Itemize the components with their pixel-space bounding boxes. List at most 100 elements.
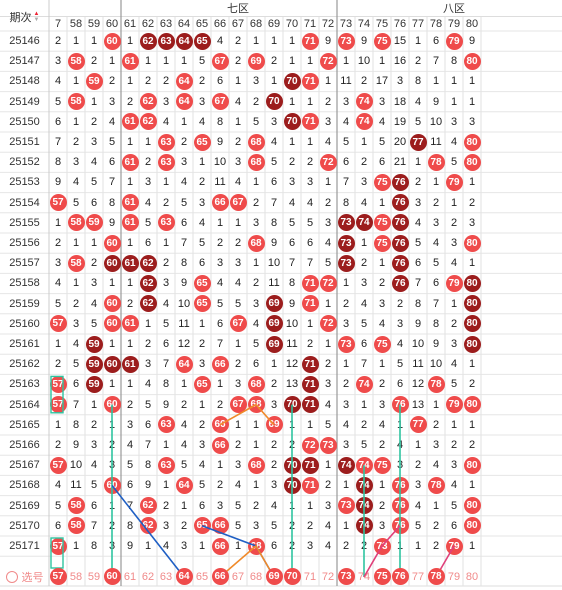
select-ball-78[interactable]: 78: [427, 568, 445, 585]
column-header-76: 76: [393, 18, 407, 30]
select-ball-69[interactable]: 69: [265, 568, 283, 585]
issue-number: 25152: [9, 156, 40, 169]
miss-count: 4: [198, 459, 206, 472]
miss-count: 1: [126, 136, 134, 149]
miss-count: 2: [234, 35, 242, 48]
number-ball: 61: [121, 214, 139, 232]
select-ball-70[interactable]: 70: [283, 568, 301, 585]
select-ball-76[interactable]: 76: [391, 568, 409, 585]
select-ball-75[interactable]: 75: [373, 568, 391, 585]
miss-count: 2: [324, 479, 332, 492]
miss-count: 5: [378, 136, 386, 149]
number-ball: 69: [265, 335, 283, 353]
select-number-77[interactable]: 77: [411, 571, 425, 583]
select-ball-64[interactable]: 64: [175, 568, 193, 585]
select-number-74[interactable]: 74: [357, 571, 371, 583]
select-number-68[interactable]: 68: [249, 571, 263, 583]
miss-count: 8: [450, 55, 458, 68]
miss-count: 2: [54, 439, 62, 452]
miss-count: 2: [270, 378, 278, 391]
number-ball: 67: [229, 315, 247, 333]
miss-count: 1: [234, 75, 242, 88]
miss-count: 1: [216, 216, 224, 229]
miss-count: 11: [340, 75, 352, 88]
miss-count: 1: [90, 237, 98, 250]
miss-count: 4: [54, 277, 62, 290]
miss-count: 2: [234, 55, 242, 68]
miss-count: 1: [252, 418, 260, 431]
number-ball: 71: [301, 32, 319, 50]
select-number-79[interactable]: 79: [447, 571, 461, 583]
number-ball: 69: [265, 416, 283, 434]
select-number-72[interactable]: 72: [321, 571, 335, 583]
select-ball-57[interactable]: 57: [49, 568, 67, 585]
select-number-71[interactable]: 71: [303, 571, 317, 583]
number-ball: 68: [247, 537, 265, 555]
select-ball-66[interactable]: 66: [211, 568, 229, 585]
miss-count: 2: [54, 358, 62, 371]
select-number-61[interactable]: 61: [123, 571, 137, 583]
miss-count: 2: [360, 418, 368, 431]
miss-count: 10: [411, 338, 425, 351]
miss-count: 1: [72, 75, 80, 88]
miss-count: 5: [198, 479, 206, 492]
column-header-78: 78: [429, 18, 443, 30]
select-number-80[interactable]: 80: [465, 571, 479, 583]
miss-count: 2: [162, 75, 170, 88]
select-ball-60[interactable]: 60: [103, 568, 121, 585]
column-header-61: 61: [123, 18, 137, 30]
miss-count: 10: [357, 55, 371, 68]
miss-count: 6: [378, 156, 386, 169]
miss-count: 4: [342, 115, 350, 128]
miss-count: 4: [450, 358, 458, 371]
miss-count: 3: [162, 277, 170, 290]
number-ball: 65: [193, 376, 211, 393]
miss-count: 21: [393, 156, 407, 169]
number-ball: 68: [247, 456, 265, 474]
miss-count: 2: [144, 338, 152, 351]
select-ball-73[interactable]: 73: [337, 568, 355, 585]
miss-count: 5: [54, 95, 62, 108]
miss-count: 3: [468, 115, 476, 128]
miss-count: 1: [162, 237, 170, 250]
miss-count: 12: [411, 378, 425, 391]
miss-count: 5: [198, 55, 206, 68]
select-number-59[interactable]: 59: [87, 571, 101, 583]
select-number-67[interactable]: 67: [231, 571, 245, 583]
miss-count: 2: [306, 519, 314, 532]
miss-count: 1: [234, 338, 242, 351]
number-ball: 78: [427, 153, 445, 171]
zone-8-header: 八区: [443, 3, 465, 15]
select-number-65[interactable]: 65: [195, 571, 209, 583]
select-row-header[interactable]: 选号: [0, 568, 49, 586]
miss-count: 1: [144, 136, 152, 149]
miss-count: 3: [108, 459, 116, 472]
number-ball: 61: [121, 254, 139, 272]
number-ball: 67: [211, 52, 229, 70]
miss-count: 6: [54, 115, 62, 128]
period-label: 期次: [9, 12, 32, 24]
number-ball: 60: [103, 32, 121, 50]
number-ball: 76: [391, 194, 409, 212]
miss-count: 11: [430, 136, 442, 149]
number-ball: 57: [49, 456, 67, 474]
miss-count: 2: [54, 35, 62, 48]
miss-count: 6: [288, 237, 296, 250]
miss-count: 3: [234, 378, 242, 391]
miss-count: 1: [432, 75, 440, 88]
miss-count: 2: [144, 75, 152, 88]
number-ball: 71: [301, 295, 319, 313]
period-sort-header[interactable]: 期次 ▲ ▼: [0, 0, 49, 34]
miss-count: 2: [270, 459, 278, 472]
select-number-62[interactable]: 62: [141, 571, 155, 583]
miss-count: 1: [180, 378, 188, 391]
miss-count: 2: [198, 75, 206, 88]
select-number-63[interactable]: 63: [159, 571, 173, 583]
number-ball: 71: [301, 477, 319, 494]
select-number-58[interactable]: 58: [69, 571, 83, 583]
miss-count: 3: [72, 317, 80, 330]
miss-count: 6: [54, 519, 62, 532]
number-ball: 66: [211, 416, 229, 434]
number-ball: 62: [139, 497, 157, 515]
column-header-62: 62: [141, 18, 155, 30]
